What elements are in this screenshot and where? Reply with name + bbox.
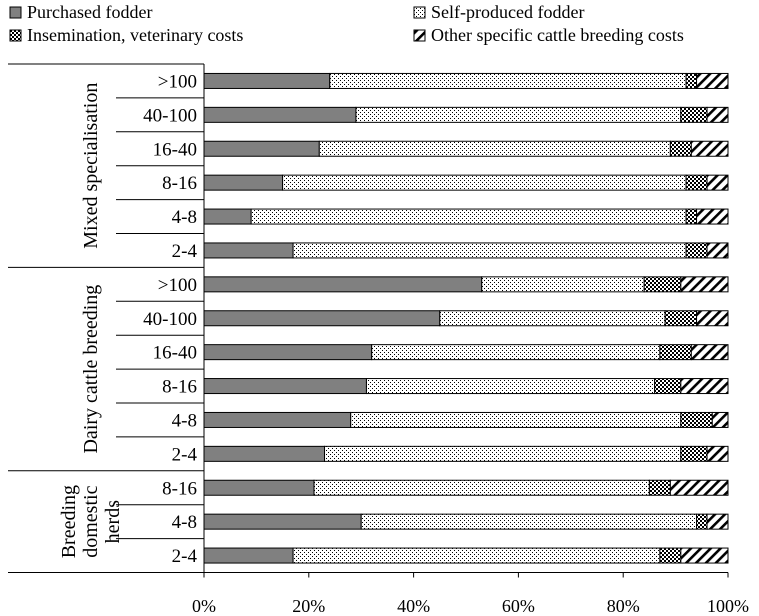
bar-segment-other-specific-cattle-breeding-costs bbox=[680, 378, 729, 395]
bar-segment-insemination-veterinary-costs bbox=[669, 140, 692, 157]
bars bbox=[203, 72, 729, 564]
bar-segment-purchased-fodder bbox=[203, 547, 294, 564]
bar-segment-self-produced-fodder bbox=[324, 445, 682, 462]
bar-segment-self-produced-fodder bbox=[292, 242, 687, 259]
x-tick-label: 40% bbox=[397, 596, 430, 616]
bar-segment-purchased-fodder bbox=[203, 72, 331, 89]
bar-segment-self-produced-fodder bbox=[371, 344, 661, 361]
category-label: 8-16 bbox=[162, 377, 197, 398]
category-label: 4-8 bbox=[172, 410, 197, 431]
bar-segment-self-produced-fodder bbox=[360, 513, 698, 530]
x-tick-label: 80% bbox=[607, 596, 640, 616]
bar-segment-insemination-veterinary-costs bbox=[664, 310, 698, 327]
bar-segment-other-specific-cattle-breeding-costs bbox=[696, 208, 729, 225]
category-label: 4-8 bbox=[172, 512, 197, 533]
bar-segment-insemination-veterinary-costs bbox=[648, 479, 671, 496]
category-label: 2-4 bbox=[172, 241, 198, 262]
x-tick-label: 0% bbox=[192, 596, 216, 616]
bar-segment-insemination-veterinary-costs bbox=[680, 445, 708, 462]
bar-segment-purchased-fodder bbox=[203, 344, 373, 361]
legend-label-insemination-veterinary-costs: Insemination, veterinary costs bbox=[27, 25, 243, 45]
bar-segment-other-specific-cattle-breeding-costs bbox=[690, 344, 729, 361]
bar-segment-purchased-fodder bbox=[203, 445, 326, 462]
bar-segment-purchased-fodder bbox=[203, 479, 315, 496]
bar-segment-other-specific-cattle-breeding-costs bbox=[680, 547, 729, 564]
bar-segment-self-produced-fodder bbox=[318, 140, 671, 157]
bar-segment-insemination-veterinary-costs bbox=[685, 242, 708, 259]
bar-segment-self-produced-fodder bbox=[250, 208, 687, 225]
bar-segment-other-specific-cattle-breeding-costs bbox=[696, 72, 729, 89]
category-label: 40-100 bbox=[143, 309, 197, 330]
legend-label-self-produced-fodder: Self-produced fodder bbox=[431, 2, 584, 22]
legend-label-other-specific-cattle-breeding-costs: Other specific cattle breeding costs bbox=[431, 25, 684, 45]
bar-segment-other-specific-cattle-breeding-costs bbox=[690, 140, 729, 157]
bar-segment-purchased-fodder bbox=[203, 276, 483, 293]
x-tick-label: 20% bbox=[292, 596, 325, 616]
bar-segment-other-specific-cattle-breeding-costs bbox=[680, 276, 729, 293]
bar-segment-insemination-veterinary-costs bbox=[685, 174, 708, 191]
category-label: 4-8 bbox=[172, 207, 197, 228]
category-label: >100 bbox=[158, 275, 197, 296]
legend-label-purchased-fodder: Purchased fodder bbox=[27, 2, 152, 22]
bar-segment-insemination-veterinary-costs bbox=[654, 378, 682, 395]
bar-segment-self-produced-fodder bbox=[350, 411, 682, 428]
bar-segment-purchased-fodder bbox=[203, 140, 320, 157]
bar-segment-other-specific-cattle-breeding-costs bbox=[706, 242, 729, 259]
bar-segment-insemination-veterinary-costs bbox=[659, 344, 692, 361]
x-tick-label: 60% bbox=[502, 596, 535, 616]
bar-segment-insemination-veterinary-costs bbox=[696, 513, 708, 530]
category-label: 8-16 bbox=[162, 173, 197, 194]
legend-swatch-self-produced-fodder bbox=[413, 6, 426, 19]
group-label-dairy-cattle-breeding: Dairy cattle breeding bbox=[80, 285, 102, 454]
category-label: 16-40 bbox=[153, 343, 197, 364]
bar-segment-self-produced-fodder bbox=[439, 310, 666, 327]
x-tick-label: 100% bbox=[707, 596, 749, 616]
bar-segment-other-specific-cattle-breeding-costs bbox=[706, 106, 729, 123]
bar-segment-other-specific-cattle-breeding-costs bbox=[706, 513, 729, 530]
category-label: 40-100 bbox=[143, 105, 197, 126]
bar-segment-purchased-fodder bbox=[203, 310, 441, 327]
bar-segment-self-produced-fodder bbox=[355, 106, 682, 123]
group-label-mixed-specialisation: Mixed specialisation bbox=[80, 83, 102, 249]
bar-segment-insemination-veterinary-costs bbox=[659, 547, 682, 564]
bar-segment-insemination-veterinary-costs bbox=[643, 276, 682, 293]
bar-segment-purchased-fodder bbox=[203, 106, 357, 123]
bar-segment-self-produced-fodder bbox=[282, 174, 687, 191]
category-label: 2-4 bbox=[172, 444, 198, 465]
category-label: >100 bbox=[158, 71, 197, 92]
bar-segment-purchased-fodder bbox=[203, 513, 362, 530]
bar-segment-self-produced-fodder bbox=[329, 72, 687, 89]
bar-segment-other-specific-cattle-breeding-costs bbox=[711, 411, 729, 428]
bar-segment-purchased-fodder bbox=[203, 242, 294, 259]
bar-segment-self-produced-fodder bbox=[365, 378, 656, 395]
bar-segment-purchased-fodder bbox=[203, 411, 352, 428]
bar-segment-insemination-veterinary-costs bbox=[685, 72, 698, 89]
category-label: 2-4 bbox=[172, 546, 198, 567]
group-label-breeding-domestic-herds: Breedingdomesticherds bbox=[58, 485, 124, 558]
legend: Purchased fodder Self-produced fodder Inse… bbox=[9, 2, 684, 45]
axes: 0% 20% 40% 60% 80% 100% Mixed specialisation Da… bbox=[8, 63, 749, 616]
bar-segment-purchased-fodder bbox=[203, 208, 252, 225]
bar-segment-other-specific-cattle-breeding-costs bbox=[669, 479, 729, 496]
bar-segment-self-produced-fodder bbox=[313, 479, 650, 496]
bar-segment-purchased-fodder bbox=[203, 378, 367, 395]
bar-segment-insemination-veterinary-costs bbox=[685, 208, 698, 225]
legend-swatch-purchased-fodder bbox=[9, 6, 22, 19]
bar-segment-self-produced-fodder bbox=[481, 276, 645, 293]
bar-segment-self-produced-fodder bbox=[292, 547, 661, 564]
category-label: 8-16 bbox=[162, 478, 197, 499]
category-label: 16-40 bbox=[153, 139, 197, 160]
bar-segment-purchased-fodder bbox=[203, 174, 284, 191]
bar-segment-other-specific-cattle-breeding-costs bbox=[706, 445, 729, 462]
legend-swatch-insemination-veterinary-costs bbox=[9, 29, 22, 42]
bar-segment-insemination-veterinary-costs bbox=[680, 106, 708, 123]
legend-swatch-other-specific-cattle-breeding-costs bbox=[413, 29, 426, 42]
bar-segment-other-specific-cattle-breeding-costs bbox=[696, 310, 729, 327]
bar-segment-other-specific-cattle-breeding-costs bbox=[706, 174, 729, 191]
bar-segment-insemination-veterinary-costs bbox=[680, 411, 713, 428]
